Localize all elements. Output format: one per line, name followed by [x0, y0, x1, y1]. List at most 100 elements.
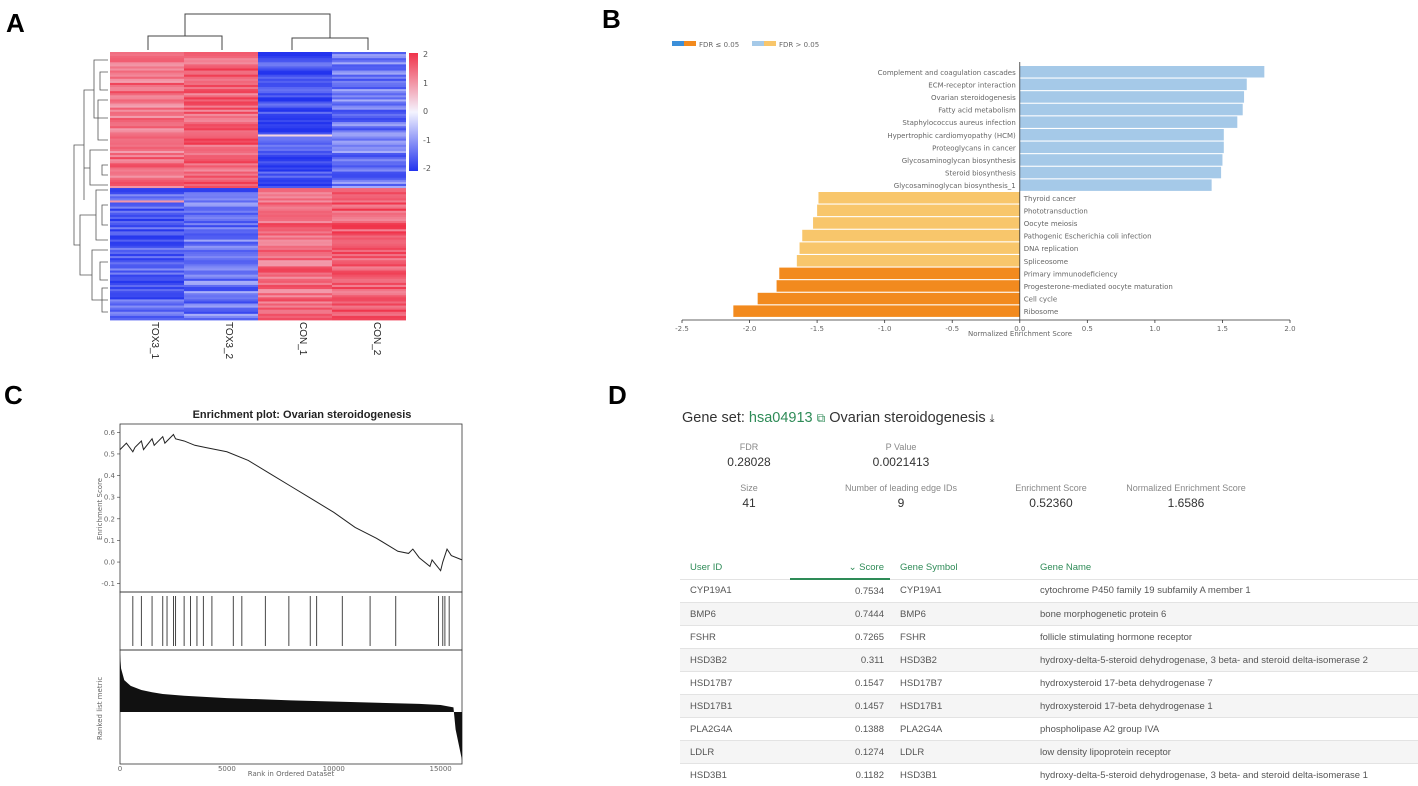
legend-swatch	[764, 41, 776, 46]
cell-score: 0.1182	[790, 764, 890, 786]
cell-gene-name: cytochrome P450 family 19 subfamily A me…	[1030, 579, 1418, 603]
nes-bar	[797, 255, 1020, 267]
es-curve	[120, 434, 462, 570]
es-y-tick-label: 0.0	[104, 559, 115, 567]
cell-user-id: HSD3B2	[680, 649, 790, 672]
heatmap-cell	[184, 318, 258, 320]
nes-bar	[800, 242, 1020, 254]
es-y-tick-label: 0.1	[104, 537, 115, 545]
col-header-user-id[interactable]: User ID	[680, 556, 790, 579]
cell-user-id: PLA2G4A	[680, 718, 790, 741]
cell-gene-symbol: HSD3B1	[890, 764, 1030, 786]
bar-category-label: Pathogenic Escherichia coli infection	[1024, 233, 1152, 241]
leading-edge-table: User ID ⌄ Score Gene Symbol Gene Name CY…	[680, 556, 1418, 786]
bar-category-label: Glycosaminoglycan biosynthesis_1	[894, 182, 1016, 190]
nes-bar	[802, 230, 1020, 242]
nes-bar	[1020, 179, 1212, 191]
nes-bar	[1020, 167, 1221, 179]
heatmap-cells	[110, 52, 406, 320]
bar-category-label: Hypertrophic cardiomyopathy (HCM)	[887, 132, 1016, 140]
nes-bar	[1020, 104, 1243, 116]
cell-user-id: BMP6	[680, 603, 790, 626]
external-link-icon[interactable]: ⧉	[817, 411, 826, 425]
cell-score: 0.7265	[790, 626, 890, 649]
cell-gene-symbol: HSD17B7	[890, 672, 1030, 695]
bar-x-tick-label: -2.5	[675, 325, 689, 333]
cell-gene-name: follicle stimulating hormone receptor	[1030, 626, 1418, 649]
bar-x-tick-label: -1.0	[878, 325, 892, 333]
nes-bar	[1020, 142, 1224, 154]
cell-user-id: HSD17B7	[680, 672, 790, 695]
cell-gene-name: hydroxysteroid 17-beta dehydrogenase 1	[1030, 695, 1418, 718]
cell-gene-symbol: HSD3B2	[890, 649, 1030, 672]
gene-set-name: Ovarian steroidogenesis	[829, 410, 985, 426]
cell-gene-symbol: BMP6	[890, 603, 1030, 626]
col-header-gene-name[interactable]: Gene Name	[1030, 556, 1418, 579]
bar-category-label: Fatty acid metabolism	[938, 107, 1016, 115]
heatmap-col-label: TOX3_1	[149, 322, 160, 359]
gsea-x-tick-label: 5000	[218, 765, 236, 773]
bar-x-tick-label: -2.0	[743, 325, 757, 333]
col-header-score[interactable]: ⌄ Score	[790, 556, 890, 579]
nes-bar	[779, 268, 1020, 280]
es-y-tick-label: -0.1	[101, 580, 115, 588]
legend-label: FDR > 0.05	[779, 41, 819, 49]
es-y-tick-label: 0.5	[104, 450, 115, 458]
stat-value: 0.0021413	[816, 455, 986, 469]
colorbar-tick: 2	[423, 50, 428, 59]
stat-label: Normalized Enrichment Score	[1116, 483, 1256, 494]
nes-bar	[1020, 154, 1223, 166]
bar-marks	[733, 66, 1264, 317]
table-header-row: User ID ⌄ Score Gene Symbol Gene Name	[680, 556, 1418, 579]
bar-x-tick-label: 0.5	[1082, 325, 1093, 333]
stat-leading-edge: Number of leading edge IDs 9	[816, 483, 986, 510]
heatmap-panel: TOX3_1 TOX3_2 CON_1 CON_2 2 1 0 -1 -2	[60, 0, 500, 380]
stat-value: 9	[816, 496, 986, 510]
heatmap-cell	[110, 318, 184, 320]
bar-category-label: Primary immunodeficiency	[1024, 270, 1118, 278]
cell-user-id: HSD3B1	[680, 764, 790, 786]
gene-set-id-link[interactable]: hsa04913	[749, 410, 813, 426]
bar-category-label: Complement and coagulation cascades	[878, 69, 1016, 77]
bar-category-label: Thyroid cancer	[1023, 195, 1076, 203]
stat-label: Size	[664, 483, 834, 494]
nes-bar	[818, 192, 1019, 204]
cell-score: 0.1547	[790, 672, 890, 695]
es-plot-frame	[120, 424, 462, 592]
cell-gene-name: hydroxy-delta-5-steroid dehydrogenase, 3…	[1030, 649, 1418, 672]
cell-gene-symbol: CYP19A1	[890, 579, 1030, 603]
es-y-axis-label: Enrichment Score	[96, 478, 104, 540]
cell-user-id: LDLR	[680, 741, 790, 764]
download-icon[interactable]: ⤓	[990, 413, 995, 425]
stat-label: Number of leading edge IDs	[816, 483, 986, 494]
bar-category-label: ECM-receptor interaction	[928, 81, 1016, 89]
stat-label: FDR	[664, 442, 834, 453]
row-dendrogram	[74, 60, 108, 312]
bar-x-tick-label: 2.0	[1284, 325, 1295, 333]
stat-value: 1.6586	[1116, 496, 1256, 510]
cell-score: 0.7534	[790, 579, 890, 603]
panel-label-b: B	[602, 4, 621, 35]
nes-bar	[813, 217, 1020, 229]
nes-bar	[777, 280, 1020, 292]
es-y-tick-label: 0.2	[104, 515, 115, 523]
cell-user-id: HSD17B1	[680, 695, 790, 718]
colorbar-tick: 0	[423, 107, 428, 116]
heatmap-column-labels: TOX3_1 TOX3_2 CON_1 CON_2	[149, 322, 382, 359]
gene-set-label: Gene set:	[682, 410, 745, 426]
colorbar-tick: -2	[423, 164, 431, 173]
bar-x-tick-label: 1.5	[1217, 325, 1228, 333]
col-header-gene-symbol[interactable]: Gene Symbol	[890, 556, 1030, 579]
bar-category-label: Oocyte meiosis	[1024, 220, 1078, 228]
cell-score: 0.311	[790, 649, 890, 672]
bar-category-label: Spliceosome	[1024, 258, 1068, 266]
